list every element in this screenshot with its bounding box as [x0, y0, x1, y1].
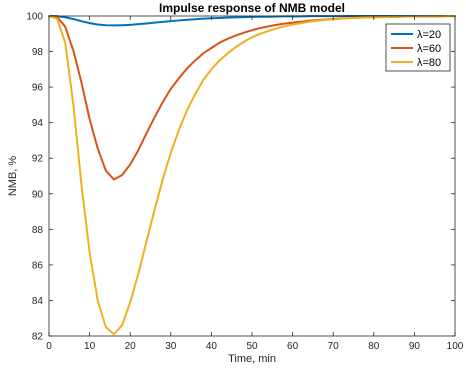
y-tick-label: 94 — [32, 118, 44, 129]
x-tick-label: 60 — [287, 341, 299, 352]
x-tick-label: 100 — [447, 341, 464, 352]
x-tick-label: 30 — [165, 341, 177, 352]
y-tick-label: 92 — [32, 154, 44, 165]
x-tick-label: 0 — [46, 341, 52, 352]
chart-title: Impulse response of NMB model — [159, 1, 345, 15]
x-tick-label: 10 — [84, 341, 96, 352]
legend: λ=20 λ=60 λ=80 — [385, 23, 451, 72]
x-tick-label: 80 — [368, 341, 380, 352]
series-line-3 — [48, 15, 456, 336]
y-tick-label: 90 — [32, 189, 44, 200]
x-tick-label: 70 — [328, 341, 340, 352]
ticks-layer: 0 10 20 30 40 50 60 70 80 90 100 82 84 86 88 90 92 94 96 98… — [26, 12, 463, 353]
legend-label: λ=80 — [417, 57, 441, 69]
y-tick-label: 82 — [32, 332, 44, 343]
y-tick-label: 100 — [26, 12, 43, 23]
x-tick-label: 40 — [206, 341, 218, 352]
y-tick-label: 84 — [32, 296, 44, 307]
x-tick-label: 90 — [409, 341, 421, 352]
y-tick-label: 86 — [32, 260, 44, 271]
y-tick-label: 88 — [32, 225, 44, 236]
x-tick-label: 20 — [125, 341, 137, 352]
y-axis-label: NMB, % — [7, 156, 19, 197]
x-tick-label: 50 — [246, 341, 258, 352]
y-tick-label: 98 — [32, 47, 44, 58]
x-axis-label: Time, min — [228, 353, 276, 365]
legend-label: λ=60 — [417, 43, 441, 55]
y-tick-label: 96 — [32, 83, 44, 94]
legend-label: λ=20 — [417, 29, 441, 41]
